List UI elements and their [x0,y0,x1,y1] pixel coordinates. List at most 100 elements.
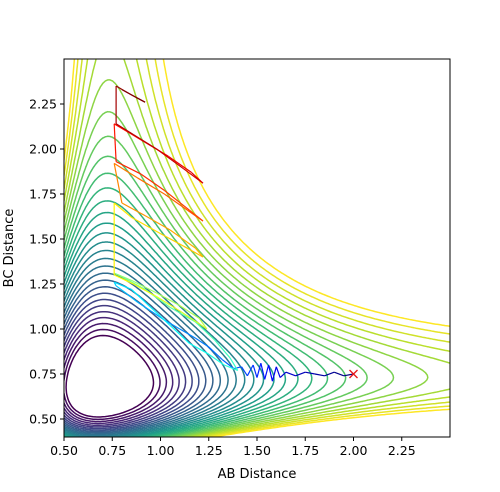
contour-level [64,310,180,427]
marker-stroke [349,369,358,379]
trajectory-segment [241,366,248,377]
x-tick-label: 2.25 [388,443,416,458]
x-tick-label: 1.50 [243,443,271,458]
trajectory-segment [137,301,152,312]
trajectory-segment [246,364,254,377]
x-tick-label: 0.50 [50,443,78,458]
trajectory-segment [113,162,138,179]
trajectory-segment [115,161,142,175]
trajectory-segment [208,353,225,366]
trajectory-segment [115,285,127,294]
contour-level [64,222,275,437]
trajectory-segment [264,364,270,380]
trajectory-segment [121,202,146,217]
y-tick-label: 2.00 [29,142,57,157]
trajectory-segment [156,148,185,170]
contour-level [64,272,222,435]
trajectory-segment [189,342,210,355]
trajectory-segment [169,324,190,344]
trajectory-segment [223,364,238,371]
contour-level [64,286,207,433]
trajectory-segment [279,371,287,379]
trajectory-segment [179,305,200,319]
trajectory-segment [121,276,146,290]
trajectory-segment [121,89,146,103]
trajectory-segment [229,357,239,371]
trajectory-segment [169,306,196,323]
contour-level [64,265,229,436]
y-axis-ticks: 0.50 0.75 1.00 1.25 1.50 1.75 2.00 2.25 [29,97,64,427]
x-tick-label: 0.75 [98,443,126,458]
end-marker [349,369,358,379]
contour-level [65,334,155,418]
contour-lines [64,59,450,437]
trajectory-segment [179,328,196,339]
trajectory-segment [150,306,171,326]
trajectory-segment [163,189,190,211]
trajectory-segment [169,229,196,249]
trajectory-segment [194,337,210,348]
trajectory-segment [208,346,223,361]
trajectory-segment [183,168,204,184]
contour-level [64,241,255,437]
trajectory-segment [252,364,258,378]
trajectory-segment [115,123,134,136]
trajectory-segment [285,371,296,377]
trajectory-segment [131,279,157,294]
trajectory-segment [271,366,277,382]
trajectory-segment [189,209,204,222]
trajectory-segment [314,373,325,377]
trajectory-segment [256,363,262,378]
trajectory-segment [164,319,181,330]
trajectory-segment [133,134,157,150]
contour-level [64,328,161,421]
x-axis-label: AB Distance [218,467,297,482]
trajectory-segment [194,247,204,258]
contour-level [64,257,237,437]
trajectory-segment [156,296,181,312]
y-tick-label: 0.75 [29,367,57,382]
trajectory-segment [214,339,231,359]
trajectory-segment [198,317,208,330]
trajectory-segment [113,274,134,285]
trajectory-segment [179,310,200,325]
trajectory-segment [198,323,208,330]
trajectory-segment [194,321,215,341]
trajectory-segment [160,233,184,247]
contour-level [64,304,187,428]
contour-level [64,316,174,425]
trajectory-segment [137,177,165,195]
trajectory-segment [113,281,132,290]
trajectory-segment [260,363,266,380]
trajectory-segment [131,216,161,235]
trajectory-segment [144,215,171,231]
y-tick-label: 1.25 [29,277,57,292]
trajectory-segment [183,245,204,258]
trajectory-segment [295,371,306,377]
contour-level [64,298,193,430]
y-tick-label: 0.50 [29,412,57,427]
plot-background [64,59,450,437]
trajectory-segment [113,202,132,218]
trajectory-segment [125,292,138,303]
trajectory-segment [221,359,235,370]
trajectory-segment [275,366,281,378]
y-tick-label: 1.00 [29,322,57,337]
trajectory-segment [333,371,345,377]
x-tick-label: 1.25 [195,443,223,458]
trajectory-segment [131,288,152,308]
y-tick-label: 1.75 [29,187,57,202]
trajectory-segment [113,163,123,204]
y-tick-label: 2.25 [29,97,57,112]
trajectory-segment [133,283,157,298]
trajectory-segment [233,366,242,370]
trajectory-path [113,85,354,382]
trajectory-segment [267,364,274,382]
contour-level [64,322,168,423]
trajectory-segment [164,193,188,211]
trajectory-segment [113,272,132,281]
x-tick-label: 1.75 [291,443,319,458]
trajectory-segment [343,373,354,377]
y-tick-label: 1.50 [29,232,57,247]
